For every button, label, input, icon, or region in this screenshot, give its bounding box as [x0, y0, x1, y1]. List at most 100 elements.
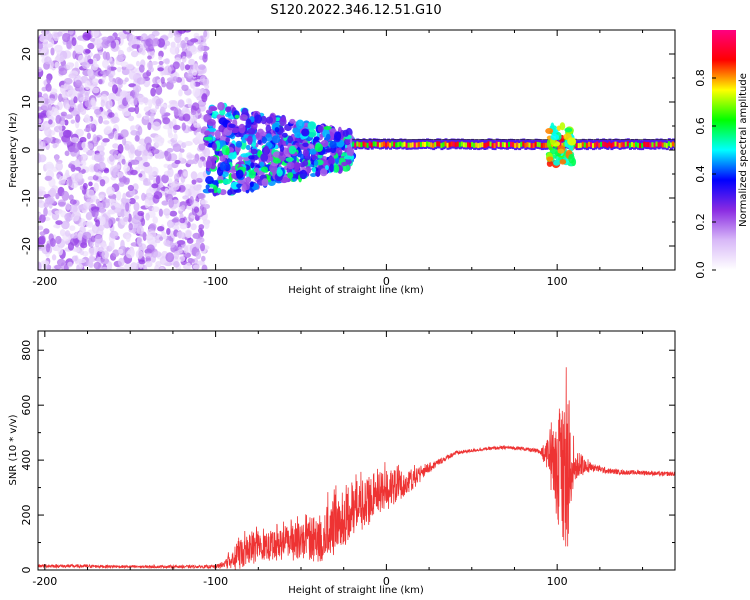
- spectrogram-cell: [87, 58, 94, 65]
- spectrogram-band-cell: [444, 141, 448, 147]
- spectrogram-band-cell: [464, 142, 468, 148]
- spectrogram-cell: [57, 31, 63, 37]
- spectrogram-cell: [143, 181, 152, 186]
- spectrogram-cell: [42, 137, 52, 144]
- spectrogram-cell: [151, 38, 160, 47]
- spectrogram-cell: [141, 192, 146, 201]
- spectrogram-cell: [137, 125, 143, 136]
- spectrogram-band-cell: [479, 142, 483, 148]
- spectrogram-cell: [136, 77, 146, 85]
- spectrogram-cell: [198, 224, 205, 230]
- spectrogram-band-cell: [481, 142, 485, 148]
- spectrogram-cell: [124, 77, 129, 82]
- spectrogram-cell: [148, 44, 154, 52]
- spectrogram-cell: [66, 39, 72, 50]
- spectrogram-cell: [135, 249, 144, 259]
- spectrogram-cell: [178, 89, 183, 97]
- spectrogram-band-cell: [362, 141, 366, 147]
- spectrogram-cell: [225, 147, 230, 156]
- spectrogram-cell: [65, 114, 73, 120]
- spectrogram-cell: [180, 40, 187, 49]
- spectrogram-cell: [271, 135, 281, 144]
- spectrogram-xtick-label: -100: [203, 275, 228, 288]
- spectrogram-band-cell: [667, 141, 671, 147]
- spectrogram-cell: [188, 58, 196, 66]
- spectrogram-cell: [261, 136, 267, 144]
- spectrogram-band-cell: [426, 141, 429, 147]
- spectrogram-band-cell: [598, 142, 602, 148]
- spectrogram-band-cell: [409, 142, 413, 148]
- spectrogram-cell: [68, 163, 74, 169]
- spectrogram-cell: [98, 79, 103, 85]
- spectrogram-band-cell: [530, 143, 534, 149]
- spectrogram-cell: [249, 181, 254, 188]
- spectrogram-band-cell: [581, 141, 585, 147]
- spectrogram-cell: [99, 216, 106, 226]
- spectrogram-cell: [131, 39, 141, 45]
- spectrogram-cell: [112, 84, 118, 94]
- spectrogram-cell: [131, 216, 141, 225]
- spectrogram-band-cell: [454, 142, 458, 148]
- spectrogram-cell: [250, 162, 255, 169]
- spectrogram-cell: [112, 249, 120, 257]
- spectrogram-cell: [163, 66, 168, 76]
- spectrogram-cell: [230, 181, 240, 190]
- spectrogram-band-cell: [510, 141, 513, 147]
- spectrogram-cell: [98, 246, 104, 253]
- spectrogram-cell: [99, 206, 106, 214]
- spectrogram-band-cell: [397, 142, 401, 148]
- spectrogram-cell: [265, 133, 273, 142]
- spectrogram-cell: [69, 199, 77, 205]
- spectrogram-band-cell: [413, 142, 417, 148]
- spectrogram-cell: [553, 159, 561, 166]
- spectrogram-cell: [130, 262, 138, 270]
- spectrogram-cell: [101, 266, 108, 270]
- spectrogram-cell: [198, 64, 206, 70]
- spectrogram-cell: [307, 121, 317, 131]
- spectrogram-cell: [100, 257, 110, 265]
- spectrogram-cell: [161, 174, 169, 184]
- spectrogram-band-cell: [374, 141, 378, 147]
- spectrogram-cell: [117, 171, 124, 178]
- spectrogram-cell: [108, 92, 116, 102]
- spectrogram-cell: [136, 225, 144, 235]
- spectrogram-cell: [75, 114, 81, 123]
- spectrogram-cell: [92, 134, 98, 144]
- spectrogram-cell: [195, 251, 202, 260]
- spectrogram-cell: [125, 202, 130, 212]
- spectrogram-cell: [47, 97, 55, 104]
- spectrogram-cell: [276, 168, 283, 177]
- spectrogram-cell: [83, 202, 92, 210]
- spectrogram-cell: [51, 254, 57, 261]
- spectrogram-band-cell: [665, 143, 669, 149]
- spectrogram-cell: [130, 159, 140, 165]
- spectrogram-band-cell: [602, 141, 606, 147]
- spectrogram-band-cell: [624, 141, 628, 147]
- spectrogram-cell: [117, 152, 123, 162]
- snr-x-ticks: -200 -100 0 100: [32, 331, 644, 588]
- spectrogram-band-cell: [579, 142, 583, 148]
- spectrogram-cell: [151, 148, 160, 154]
- spectrogram-cell: [172, 61, 180, 70]
- spectrogram-cell: [157, 38, 166, 48]
- colorbar-tick-label: 0.8: [694, 69, 707, 87]
- spectrogram-cell: [160, 76, 165, 84]
- spectrogram-band-cell: [477, 143, 481, 149]
- spectrogram-cell: [129, 144, 135, 154]
- spectrogram-band-cell: [587, 141, 591, 147]
- spectrogram-cell: [181, 55, 187, 63]
- spectrogram-cell: [102, 138, 110, 143]
- spectrogram-band-cell: [626, 141, 630, 147]
- spectrogram-cell: [182, 171, 188, 177]
- spectrogram-cell: [153, 191, 163, 200]
- spectrogram-cell: [167, 164, 173, 171]
- spectrogram-cell: [205, 176, 214, 185]
- snr-y-ticks: 0 200 400 600 800: [20, 340, 675, 574]
- spectrogram-cell: [146, 244, 155, 253]
- spectrogram-cell: [57, 247, 63, 256]
- spectrogram-cell: [329, 140, 337, 149]
- spectrogram-cell: [115, 190, 122, 201]
- spectrogram-cell: [294, 132, 302, 139]
- spectrogram-cell: [147, 55, 152, 60]
- spectrogram-cell: [301, 128, 310, 137]
